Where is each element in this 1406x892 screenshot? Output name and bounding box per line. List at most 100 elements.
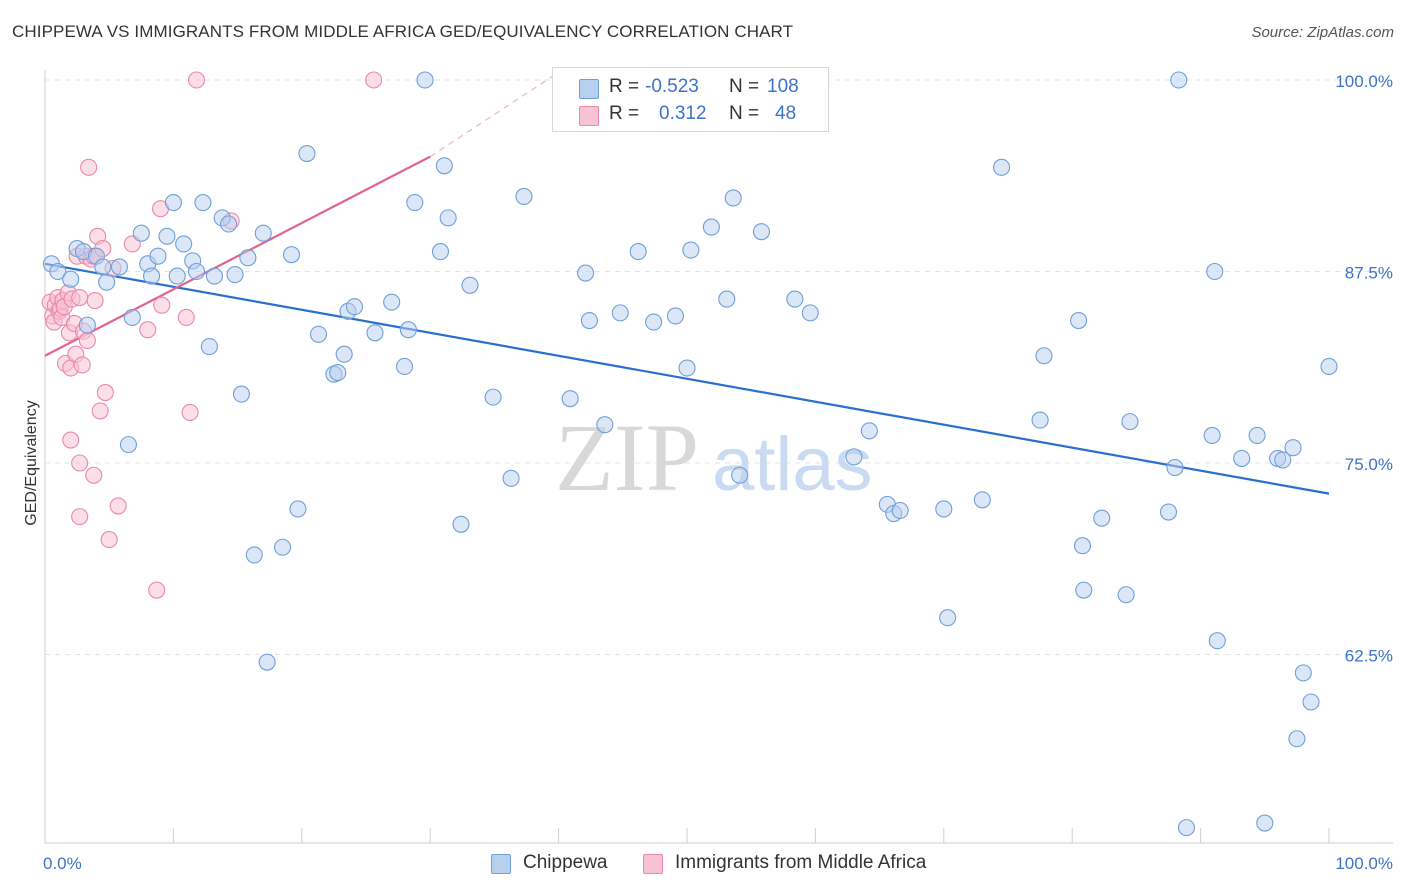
data-point-chippewa	[110, 258, 129, 276]
data-point-chippewa	[580, 311, 598, 330]
y-tick-label: 75.0%	[1345, 455, 1393, 474]
axes	[44, 70, 1393, 844]
data-point-chippewa	[1256, 814, 1274, 832]
y-tick-label: 62.5%	[1345, 647, 1393, 666]
legend-swatch-chippewa	[491, 854, 511, 874]
data-point-chippewa	[1274, 451, 1292, 469]
data-point-chippewa	[383, 293, 401, 311]
data-point-chippewa	[435, 157, 453, 175]
legend-row-pink: R = 0.312 N = 48	[553, 102, 828, 128]
data-point-chippewa	[1302, 693, 1320, 711]
data-point-chippewa	[1075, 581, 1093, 599]
legend-n-label: N =	[729, 76, 760, 97]
data-point-immigrants	[86, 292, 104, 310]
data-point-chippewa	[1288, 730, 1306, 748]
data-point-immigrants	[80, 158, 98, 176]
data-point-chippewa	[366, 324, 384, 342]
data-point-chippewa	[143, 267, 161, 285]
data-point-chippewa	[395, 357, 414, 376]
data-point-immigrants	[109, 497, 127, 515]
data-point-chippewa	[149, 247, 167, 265]
data-point-immigrants	[100, 531, 118, 549]
data-point-chippewa	[1166, 459, 1184, 477]
data-point-chippewa	[1233, 449, 1251, 467]
legend-n-value-blue: 108	[767, 76, 799, 97]
data-point-immigrants	[96, 383, 114, 402]
data-point-chippewa	[258, 653, 276, 671]
data-point-chippewa	[461, 276, 479, 294]
data-point-chippewa	[1294, 664, 1312, 682]
legend-n-value-pink: 48	[775, 103, 797, 124]
data-point-chippewa	[335, 345, 353, 363]
data-point-chippewa	[220, 215, 238, 233]
data-point-chippewa	[345, 298, 363, 316]
trendlines	[44, 71, 1330, 495]
data-point-chippewa	[329, 364, 347, 382]
data-point-immigrants	[73, 356, 91, 374]
legend-swatch-immigrants	[643, 854, 663, 874]
data-point-chippewa	[158, 227, 176, 245]
data-point-chippewa	[309, 325, 328, 343]
data-point-chippewa	[860, 422, 878, 440]
data-point-chippewa	[801, 304, 819, 322]
data-point-chippewa	[718, 290, 736, 308]
data-point-chippewa	[891, 501, 909, 520]
data-point-chippewa	[645, 313, 663, 331]
data-point-chippewa	[1208, 632, 1226, 650]
legend-r-label: R =	[609, 76, 640, 97]
data-point-chippewa	[629, 243, 647, 261]
data-point-chippewa	[399, 321, 417, 339]
data-point-chippewa	[194, 194, 212, 212]
series-immigrants-middle-africa	[41, 71, 383, 599]
data-point-chippewa	[254, 224, 272, 242]
data-point-chippewa	[935, 500, 953, 518]
y-tick-label: 100.0%	[1335, 72, 1393, 91]
watermark-zip: ZIP	[555, 404, 699, 511]
y-axis-label: GED/Equivalency	[23, 400, 40, 525]
data-point-chippewa	[973, 491, 991, 509]
data-point-chippewa	[298, 144, 316, 163]
data-point-chippewa	[752, 223, 771, 241]
data-point-chippewa	[132, 224, 150, 242]
data-point-chippewa	[49, 262, 67, 281]
data-point-chippewa	[1031, 411, 1049, 429]
data-point-immigrants	[187, 71, 206, 89]
data-point-chippewa	[175, 235, 193, 253]
data-point-chippewa	[416, 71, 434, 89]
data-point-chippewa	[1159, 503, 1178, 521]
series-chippewa	[42, 71, 1338, 837]
x-tick-label: 100.0%	[1335, 854, 1393, 873]
data-point-chippewa	[611, 304, 629, 322]
data-point-chippewa	[123, 308, 141, 327]
data-point-chippewa	[939, 609, 957, 627]
data-point-chippewa	[1203, 426, 1221, 444]
data-point-chippewa	[666, 307, 684, 325]
data-point-immigrants	[365, 71, 383, 89]
data-point-chippewa	[1177, 819, 1196, 837]
data-point-chippewa	[239, 249, 257, 267]
data-point-immigrants	[62, 431, 80, 449]
trendline-immigrants-extension	[429, 71, 559, 158]
legend-r-label: R =	[609, 103, 640, 124]
data-point-chippewa	[94, 258, 112, 276]
stats-legend: R = -0.523 N = 108 R = 0.312 N = 48	[552, 67, 829, 132]
data-point-chippewa	[702, 218, 720, 236]
data-point-chippewa	[596, 416, 614, 434]
data-point-immigrants	[78, 331, 96, 349]
data-point-chippewa	[200, 338, 218, 356]
data-point-chippewa	[205, 267, 224, 285]
watermark-atlas: atlas	[712, 422, 873, 507]
legend-row-blue: R = -0.523 N = 108	[553, 75, 828, 101]
data-point-immigrants	[71, 288, 89, 307]
legend-label-chippewa: Chippewa	[523, 852, 608, 873]
data-point-chippewa	[502, 469, 520, 487]
data-point-chippewa	[1121, 413, 1139, 431]
data-point-chippewa	[187, 262, 206, 281]
legend-label-immigrants: Immigrants from Middle Africa	[675, 852, 927, 873]
data-point-chippewa	[1073, 537, 1092, 555]
data-point-chippewa	[78, 316, 96, 334]
data-point-chippewa	[406, 194, 424, 212]
data-point-chippewa	[62, 270, 80, 288]
data-point-chippewa	[724, 189, 742, 207]
